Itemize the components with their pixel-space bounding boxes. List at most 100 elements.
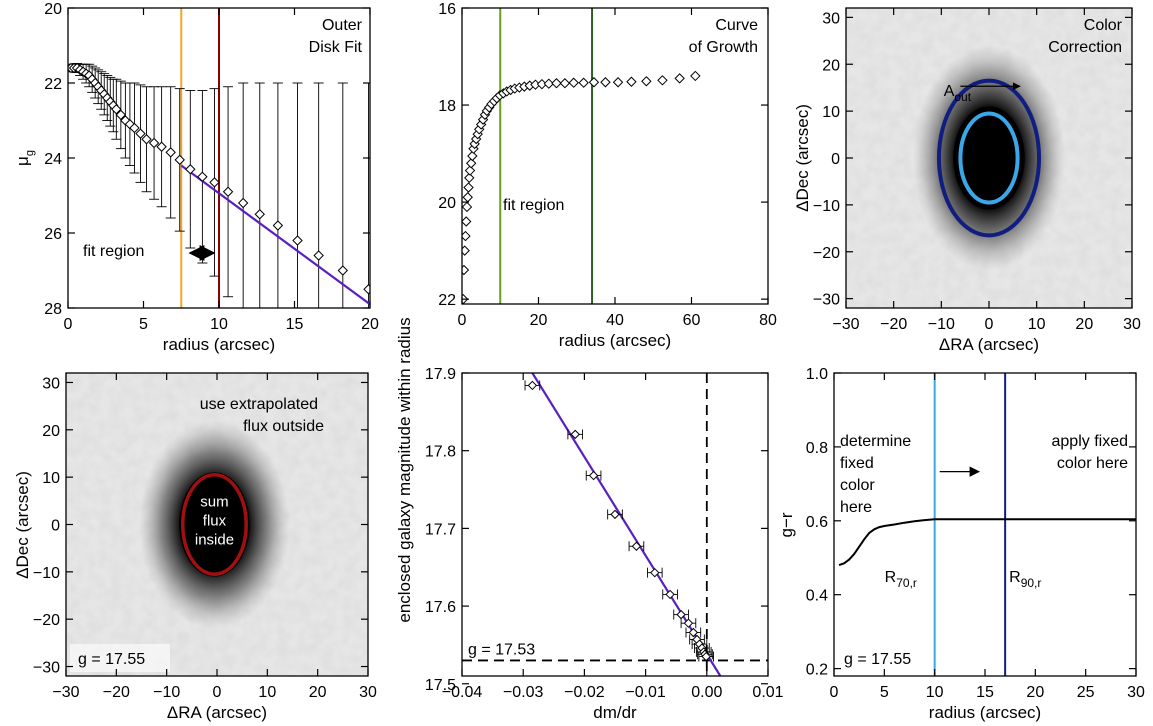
data-point (578, 77, 589, 88)
data-point (141, 134, 152, 145)
determine-color-label: here (840, 499, 872, 516)
x-tick-label: −0.03 (503, 684, 544, 701)
x-tick-label: −0.02 (564, 684, 605, 701)
a-out-sub: out (954, 90, 971, 104)
y-tick-label: 0 (51, 518, 60, 535)
fit-line (180, 164, 370, 306)
data-point (464, 172, 475, 184)
galaxy-core (953, 106, 1025, 210)
data-point (313, 250, 324, 261)
y-tick-label: 20 (42, 423, 60, 440)
x-tick-label: 0 (830, 684, 839, 701)
data-point (688, 627, 699, 638)
data-point (165, 147, 176, 158)
y-tick-label: −20 (813, 245, 840, 262)
x-tick-label: 20 (530, 312, 548, 329)
data-point (462, 201, 473, 213)
determine-color-label: color (840, 477, 875, 494)
data-point (631, 541, 642, 551)
data-point (156, 141, 167, 152)
ylabel-main: μ (13, 156, 32, 166)
y-tick-label: 17.8 (425, 444, 456, 461)
y-axis-label: ΔDec (arcsec) (13, 471, 32, 579)
x-tick-label: 10 (926, 684, 944, 701)
image-area (66, 373, 368, 676)
aperture-ellipse (181, 473, 248, 576)
data-point (626, 76, 637, 87)
x-tick-label: 20 (361, 316, 379, 333)
y-axis-label: μg (13, 150, 36, 166)
x-tick-label: −10 (153, 684, 180, 701)
inner-flux-label: sum (200, 494, 228, 511)
radius-label-sub: 70,r (896, 576, 917, 590)
data-point (600, 77, 611, 88)
x-tick-label: −30 (52, 684, 79, 701)
y-tick-label: 20 (44, 1, 62, 18)
annotation-line: Curve (715, 17, 758, 34)
data-point (197, 171, 208, 182)
data-point (551, 78, 562, 89)
x-tick-label: 0 (64, 316, 73, 333)
panel-color-profile: determine fixed color here apply fixed color … (777, 366, 1145, 722)
data-point (463, 182, 474, 193)
data-point (462, 216, 472, 227)
data-point (462, 245, 470, 256)
plot-frame (65, 372, 369, 677)
a-out-main: A (944, 83, 955, 100)
x-axis-label: radius (arcsec) (559, 331, 671, 350)
y-tick-label: 30 (822, 10, 840, 27)
data-point (683, 618, 694, 628)
x-tick-label: 15 (286, 316, 304, 333)
y-axis-label: g−r (777, 512, 796, 537)
data-point (543, 78, 555, 89)
y-tick-label: 24 (44, 151, 62, 168)
color-profile-curve (838, 518, 1136, 567)
annotation-line: Outer (322, 17, 363, 34)
panel-dm-dr: g = 17.53 −0.04 −0.03 −0.02 −0.01 0.00 0.01 17.… (425, 366, 784, 722)
data-point (174, 154, 185, 166)
x-tick-label: 10 (258, 684, 276, 701)
radius-label-main: R (1009, 569, 1021, 586)
y-tick-label: 17.5 (425, 677, 456, 694)
data-point (559, 78, 571, 89)
annotation-line: Disk Fit (309, 39, 363, 56)
y-axis-label: ΔDec (arcsec) (793, 104, 812, 212)
y-tick-label: 0.6 (806, 514, 828, 531)
y-tick-label: 1.0 (806, 366, 828, 383)
y-tick-label: 16 (438, 1, 456, 18)
data-point (467, 150, 478, 162)
data-point (135, 128, 146, 139)
y-tick-label: 0.4 (806, 588, 828, 605)
aperture-ellipse (958, 111, 1020, 205)
x-tick-label: 5 (139, 316, 148, 333)
x-tick-label: 30 (359, 684, 377, 701)
y-tick-label: −10 (33, 565, 60, 582)
data-point (690, 70, 701, 82)
plot-frame (461, 7, 769, 305)
determine-color-label: fixed (840, 455, 874, 472)
y-tick-label: 20 (438, 195, 456, 212)
data-point (650, 567, 660, 578)
y-tick-label: 0.8 (806, 440, 828, 457)
data-point (254, 209, 265, 220)
plot-frame (845, 7, 1133, 309)
x-tick-label: −30 (832, 316, 859, 333)
radius-line-label: R90,r (1009, 569, 1041, 590)
x-axis-label: ΔRA (arcsec) (939, 335, 1039, 354)
plot-frame (833, 372, 1137, 677)
data-point (185, 164, 196, 175)
x-tick-label: 80 (759, 312, 777, 329)
footer-label: g = 17.53 (468, 641, 535, 658)
data-point (363, 284, 370, 295)
data-point (111, 104, 122, 115)
y-tick-label: 28 (44, 301, 62, 318)
x-axis-label: ΔRA (arcsec) (167, 703, 267, 722)
y-tick-label: 0 (831, 151, 840, 168)
plot-area (838, 373, 1136, 676)
galaxy-core (179, 472, 250, 577)
data-point (641, 76, 652, 87)
y-tick-label: −30 (813, 292, 840, 309)
x-tick-label: 20 (1026, 684, 1044, 701)
aperture-ellipse (936, 78, 1042, 238)
y-tick-label: −30 (33, 660, 60, 677)
